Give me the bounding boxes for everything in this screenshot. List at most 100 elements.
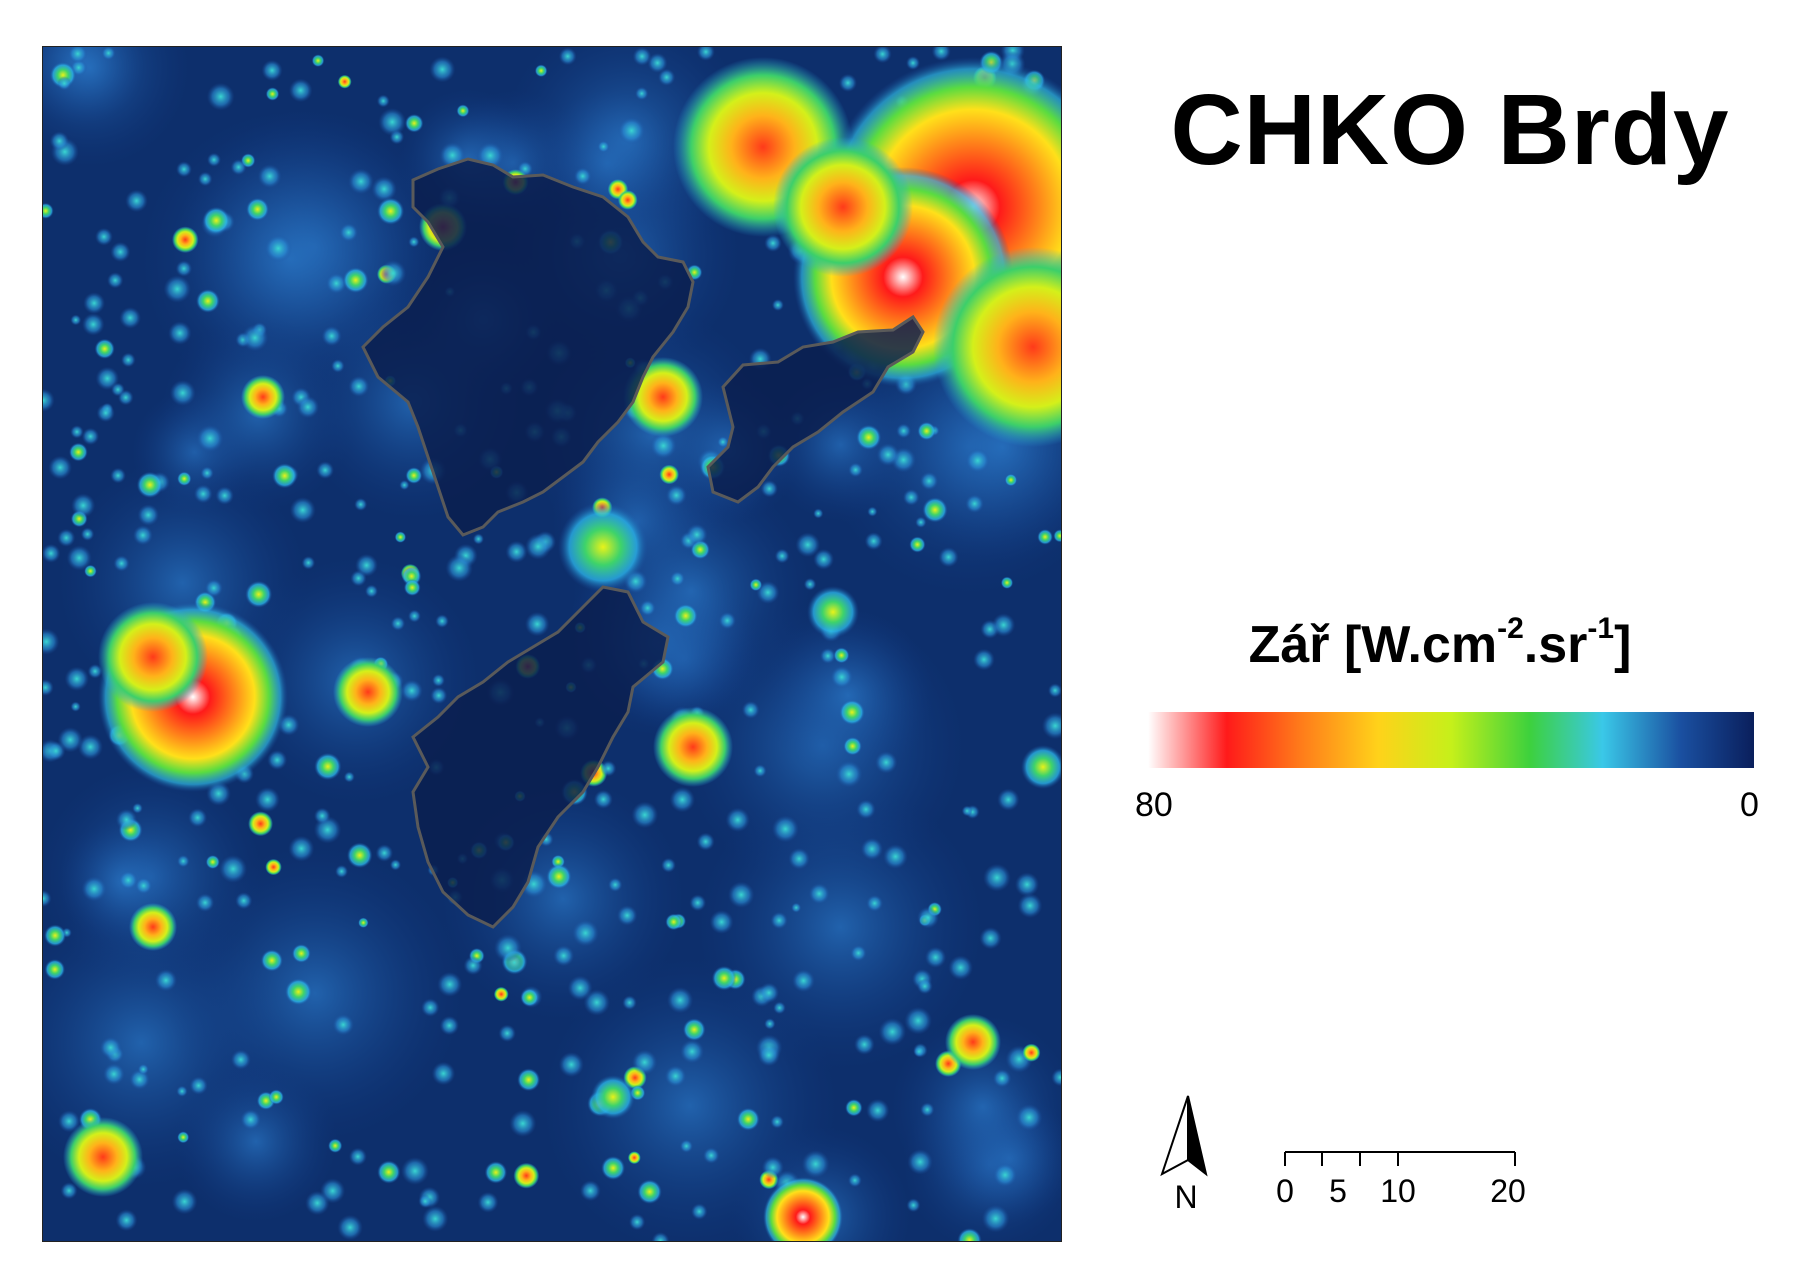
light-source bbox=[103, 1063, 125, 1086]
light-source bbox=[96, 403, 115, 423]
light-source bbox=[513, 1162, 540, 1189]
light-source bbox=[907, 1149, 933, 1175]
city-light bbox=[129, 903, 177, 951]
light-source bbox=[207, 152, 221, 167]
light-source bbox=[316, 461, 335, 480]
legend-title-main: Zář [W.cm bbox=[1248, 616, 1498, 674]
light-source bbox=[69, 442, 88, 462]
light-source bbox=[439, 1015, 460, 1036]
scale-unit: Km bbox=[1528, 1173, 1530, 1209]
light-source bbox=[95, 227, 113, 246]
light-source bbox=[66, 545, 92, 571]
light-source bbox=[377, 1160, 401, 1184]
light-source bbox=[997, 788, 1020, 811]
city-light bbox=[591, 1075, 635, 1119]
radiance-raster bbox=[43, 47, 1061, 1241]
light-source bbox=[422, 1205, 449, 1232]
light-source bbox=[659, 464, 680, 485]
light-source bbox=[431, 1061, 456, 1086]
light-source bbox=[961, 805, 973, 817]
light-source bbox=[291, 944, 311, 963]
light-source bbox=[171, 1188, 198, 1215]
light-source bbox=[753, 764, 767, 778]
light-source bbox=[617, 116, 646, 145]
light-source bbox=[110, 241, 131, 262]
light-source bbox=[261, 59, 283, 81]
light-source bbox=[245, 580, 273, 608]
light-source bbox=[379, 260, 407, 287]
light-source bbox=[856, 799, 876, 820]
light-source bbox=[215, 486, 234, 505]
light-source bbox=[196, 289, 220, 313]
light-source bbox=[770, 1115, 784, 1129]
light-source bbox=[717, 436, 729, 448]
light-source bbox=[355, 553, 378, 577]
light-source bbox=[669, 786, 696, 813]
light-source bbox=[856, 424, 882, 451]
light-source bbox=[113, 555, 130, 572]
light-source bbox=[948, 955, 973, 980]
light-source bbox=[301, 556, 316, 570]
light-source bbox=[219, 854, 248, 883]
light-source bbox=[579, 1180, 601, 1202]
light-source bbox=[378, 108, 407, 136]
light-source bbox=[764, 1018, 776, 1030]
light-source bbox=[682, 1018, 706, 1042]
light-source bbox=[691, 1203, 708, 1220]
light-source bbox=[922, 497, 948, 523]
light-source bbox=[364, 584, 379, 598]
light-source bbox=[938, 547, 959, 568]
light-source bbox=[1053, 529, 1061, 543]
light-source bbox=[421, 998, 440, 1017]
light-source bbox=[121, 352, 136, 368]
light-source bbox=[709, 910, 734, 934]
light-source bbox=[288, 78, 313, 103]
light-source bbox=[647, 52, 668, 73]
light-source bbox=[264, 234, 293, 263]
light-source bbox=[64, 666, 89, 692]
light-source bbox=[572, 919, 599, 947]
light-source bbox=[175, 260, 193, 277]
light-source bbox=[983, 863, 1011, 892]
light-source bbox=[43, 388, 55, 412]
light-source bbox=[172, 226, 199, 253]
light-source bbox=[57, 528, 76, 547]
legend-title-close: ] bbox=[1614, 616, 1632, 674]
light-source bbox=[749, 578, 763, 592]
light-source bbox=[920, 1102, 935, 1117]
light-source bbox=[616, 905, 638, 926]
light-source bbox=[830, 665, 854, 689]
light-source bbox=[403, 579, 421, 596]
light-source bbox=[991, 613, 1016, 637]
light-source bbox=[702, 1147, 720, 1164]
light-source bbox=[343, 771, 355, 783]
light-source bbox=[354, 497, 368, 511]
legend-title-sup2: -1 bbox=[1587, 612, 1615, 645]
light-source bbox=[957, 1228, 982, 1241]
light-source bbox=[49, 131, 69, 151]
light-source bbox=[718, 611, 737, 630]
light-source bbox=[883, 844, 908, 869]
light-source bbox=[119, 307, 141, 329]
light-source bbox=[265, 87, 280, 101]
legend-min-label: 0 bbox=[1740, 786, 1759, 824]
light-source bbox=[601, 1156, 626, 1181]
light-source bbox=[498, 1024, 516, 1043]
light-haze bbox=[762, 609, 934, 781]
light-source bbox=[328, 1138, 343, 1153]
light-source bbox=[44, 924, 67, 947]
light-source bbox=[195, 893, 215, 912]
light-source bbox=[404, 113, 424, 133]
light-source bbox=[803, 577, 817, 591]
city-light bbox=[333, 657, 403, 727]
light-source bbox=[875, 751, 898, 774]
light-source bbox=[348, 1147, 367, 1166]
light-source bbox=[727, 881, 755, 909]
light-source bbox=[622, 995, 637, 1010]
scale-tick-0: 0 bbox=[1276, 1173, 1294, 1209]
light-source bbox=[593, 789, 613, 809]
light-source bbox=[1017, 893, 1043, 919]
light-source bbox=[110, 467, 126, 484]
light-source bbox=[756, 581, 780, 604]
light-source bbox=[57, 76, 72, 91]
